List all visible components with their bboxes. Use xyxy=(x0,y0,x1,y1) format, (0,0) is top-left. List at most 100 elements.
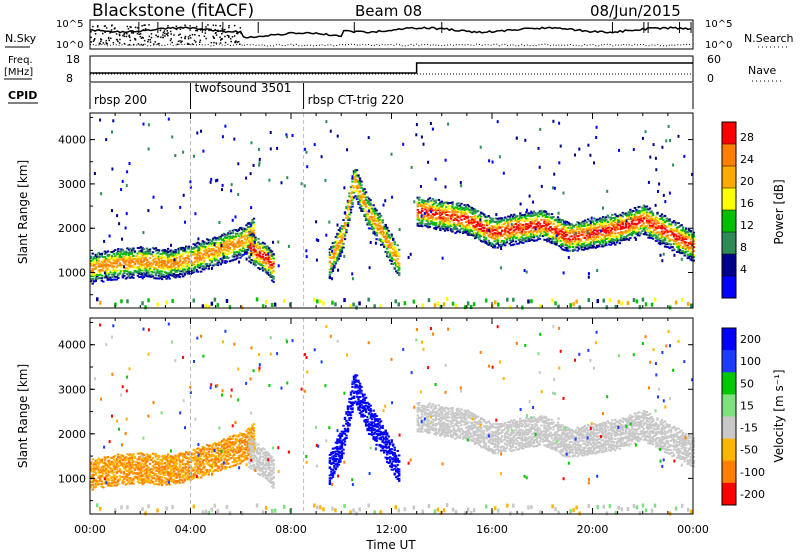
noise-point xyxy=(205,26,207,28)
power-echo-cell xyxy=(345,231,347,233)
power-echo-cell xyxy=(253,221,255,223)
power-echo-cell xyxy=(680,224,682,226)
power-echo-cell xyxy=(674,234,676,236)
power-speckle xyxy=(330,130,332,133)
power-speckle xyxy=(558,122,560,125)
power-echo-cell xyxy=(619,242,621,244)
power-speckle xyxy=(194,212,196,215)
power-echo-cell xyxy=(378,213,380,215)
power-speckle xyxy=(224,125,226,128)
power-speckle xyxy=(683,155,685,158)
power-echo-cell xyxy=(421,225,423,227)
power-echo-cell xyxy=(245,224,247,226)
noise-point xyxy=(181,37,183,39)
power-echo-cell xyxy=(383,246,385,248)
power-echo-cell xyxy=(459,231,461,233)
power-echo-cell xyxy=(605,232,607,234)
power-speckle xyxy=(198,248,200,251)
power-echo-cell xyxy=(138,256,140,258)
power-speckle xyxy=(575,232,577,235)
power-echo-cell xyxy=(365,206,367,208)
nave-tick-top-right: 60 xyxy=(707,53,721,66)
power-echo-cell xyxy=(161,278,163,280)
power-speckle xyxy=(111,209,113,212)
power-speckle xyxy=(245,177,247,180)
power-echo-cell xyxy=(421,210,423,212)
power-echo-cell xyxy=(336,240,338,242)
power-echo-cell xyxy=(543,219,545,221)
power-echo-cell xyxy=(194,266,196,268)
noise-point xyxy=(215,29,217,31)
power-echo-cell xyxy=(263,243,265,245)
velocity-echo-cell xyxy=(113,463,115,465)
power-echo-cell xyxy=(229,247,231,249)
power-ground-scatter xyxy=(618,300,621,304)
power-echo-cell xyxy=(158,249,160,251)
power-echo-cell xyxy=(239,257,241,259)
power-speckle xyxy=(331,250,333,253)
velocity-echo-cell xyxy=(117,483,119,485)
power-echo-cell xyxy=(616,238,618,240)
power-echo-cell xyxy=(265,254,267,256)
power-echo-cell xyxy=(674,224,676,226)
power-speckle xyxy=(321,155,323,158)
power-echo-cell xyxy=(253,227,255,229)
power-echo-cell xyxy=(515,223,517,225)
power-echo-cell xyxy=(488,215,490,217)
power-echo-cell xyxy=(589,236,591,238)
power-speckle xyxy=(653,143,655,146)
power-speckle xyxy=(642,137,644,140)
power-echo-cell xyxy=(348,218,350,220)
noise-point xyxy=(228,25,230,27)
power-echo-cell xyxy=(342,219,344,221)
power-echo-cell xyxy=(460,203,462,205)
power-speckle xyxy=(590,221,592,224)
power-echo-cell xyxy=(497,239,499,241)
power-echo-cell xyxy=(477,210,479,212)
noise-point xyxy=(197,30,199,32)
power-echo-cell xyxy=(181,273,183,275)
power-speckle xyxy=(602,207,604,210)
noise-point xyxy=(177,44,179,46)
power-echo-cell xyxy=(634,207,636,209)
power-speckle xyxy=(174,258,176,261)
power-echo-cell xyxy=(375,210,377,212)
power-ground-scatter xyxy=(509,305,512,309)
power-speckle xyxy=(210,178,212,181)
power-echo-cell xyxy=(451,203,453,205)
power-speckle xyxy=(595,136,597,139)
power-speckle xyxy=(237,162,239,165)
noise-point xyxy=(230,38,232,40)
velocity-echo-cell xyxy=(108,460,110,462)
noise-point xyxy=(124,36,126,38)
power-echo-cell xyxy=(611,231,613,233)
noise-point xyxy=(207,24,209,26)
power-echo-cell xyxy=(668,220,670,222)
noise-point xyxy=(200,40,202,42)
power-speckle xyxy=(351,272,353,275)
power-echo-cell xyxy=(272,281,274,283)
power-echo-cell xyxy=(347,222,349,224)
noise-point xyxy=(176,29,178,31)
noise-point xyxy=(155,41,157,43)
power-ground-scatter xyxy=(675,301,678,305)
power-speckle xyxy=(432,128,434,131)
power-speckle xyxy=(423,143,425,146)
power-speckle xyxy=(402,143,404,146)
power-speckle xyxy=(539,128,541,131)
power-ground-scatter xyxy=(485,299,488,303)
power-echo-cell xyxy=(503,240,505,242)
power-echo-cell xyxy=(522,218,524,220)
power-speckle xyxy=(411,166,413,169)
power-echo-cell xyxy=(457,202,459,204)
power-echo-cell xyxy=(439,229,441,231)
nave-label: Nave xyxy=(748,64,776,77)
power-echo-cell xyxy=(549,221,551,223)
noise-point xyxy=(98,29,100,31)
power-ground-scatter xyxy=(446,297,449,301)
freq-traces xyxy=(90,63,693,74)
noise-point xyxy=(228,37,230,39)
power-speckle xyxy=(304,184,306,187)
